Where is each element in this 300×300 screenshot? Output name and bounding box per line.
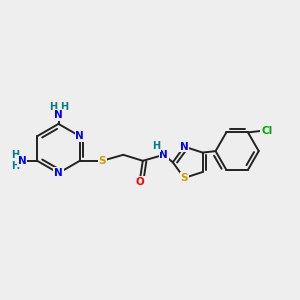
Text: N: N — [75, 131, 84, 141]
Text: N: N — [180, 142, 189, 152]
Text: S: S — [181, 173, 188, 183]
Text: N: N — [159, 150, 168, 160]
Text: H: H — [60, 102, 68, 112]
Text: H: H — [11, 161, 20, 171]
Text: N: N — [54, 168, 63, 178]
Text: Cl: Cl — [261, 126, 272, 136]
Text: H: H — [11, 150, 20, 161]
Text: H: H — [152, 141, 160, 152]
Text: S: S — [99, 156, 106, 166]
Text: N: N — [18, 156, 27, 166]
Text: O: O — [135, 177, 144, 187]
Text: H: H — [49, 102, 57, 112]
Text: N: N — [54, 110, 63, 120]
